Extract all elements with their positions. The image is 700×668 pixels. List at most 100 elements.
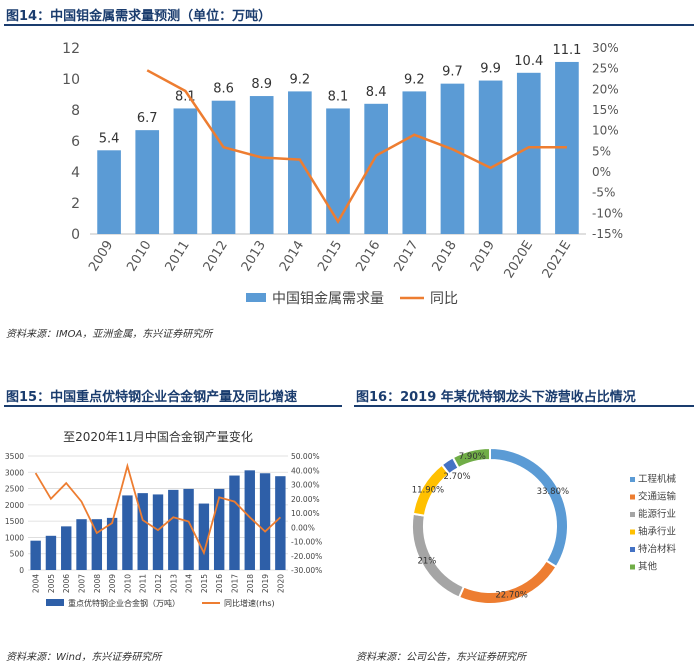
bar-data-label: 9.7 [442,65,463,80]
y-right-tick-label: 50.00% [291,452,320,461]
legend-label: 工程机械 [638,473,677,485]
bar [173,108,198,234]
slice-data-label: 21% [417,557,436,567]
bar [30,540,41,570]
slice-data-label: 7.90% [459,452,486,462]
x-tick-label: 2018 [246,574,255,593]
y-right-tick-label: 10% [592,124,619,138]
bar [135,130,160,234]
fig14-source: 资料来源：IMOA，亚洲金属，东兴证券研究所 [6,329,213,340]
bar [76,519,87,570]
bar [137,493,148,570]
bar-data-label: 11.1 [552,43,581,58]
bar [168,489,179,570]
legend-label-line: 同比增速(rhs) [224,598,275,608]
x-tick-label: 2007 [78,574,87,593]
bar [91,519,103,570]
bar [213,488,225,570]
bar-data-label: 9.9 [480,62,501,77]
bar [555,61,579,235]
legend-swatch-bar [46,599,64,606]
y-left-tick-label: 0 [19,566,24,575]
bar [259,473,271,570]
y-left-tick-label: 1500 [5,517,24,526]
x-tick-label: 2012 [154,574,163,593]
y-right-tick-label: 0% [592,165,611,179]
y-right-tick-label: -15% [592,227,623,241]
fig16-source: 资料来源：公司公告，东兴证券研究所 [356,652,526,663]
donut-slice [451,446,491,470]
bar [122,495,133,570]
y-right-tick-label: 10.00% [291,509,320,518]
bar-data-label: 9.2 [290,72,311,87]
y-left-tick-label: 1000 [5,533,24,542]
legend-label-bar: 中国钼金属需求量 [272,291,384,307]
bar [244,470,255,570]
fig16-title-rule [354,405,694,407]
bar [229,475,240,570]
bar [275,476,286,570]
bar [198,503,210,570]
bar [183,488,194,570]
x-tick-label: 2019 [261,574,270,593]
y-right-tick-label: -5% [592,186,615,200]
y-right-tick-label: 20% [592,82,619,96]
legend-label: 能源行业 [638,508,676,520]
bar-data-label: 8.4 [366,85,387,100]
y-right-tick-label: 5% [592,144,611,158]
legend-label: 轴承行业 [638,526,676,538]
y-left-tick-label: 0 [71,227,80,243]
y-left-tick-label: 10 [62,72,80,88]
y-left-tick-label: 4 [71,165,80,181]
slice-data-label: 33.80% [537,487,569,497]
x-tick-label: 2004 [32,574,41,593]
fig15-title-rule [4,405,342,407]
y-left-tick-label: 500 [10,550,25,559]
x-tick-label: 2020 [276,574,285,593]
bar [440,83,465,235]
legend-label: 交通运输 [638,491,677,503]
bar [402,91,427,235]
legend-swatch [630,564,635,570]
bar [516,72,541,234]
bar [97,150,121,234]
donut-slice [489,446,569,569]
y-right-tick-label: 0.00% [291,523,315,532]
line-series-yoy [34,462,282,556]
legend-swatch [630,494,635,500]
y-right-tick-label: -30.00% [291,566,322,575]
legend-label: 特冶材料 [638,543,677,555]
bar [61,526,72,570]
y-left-tick-label: 3500 [5,452,24,461]
x-tick-label: 2006 [62,574,71,593]
bar [478,80,503,234]
fig15-source: 资料来源：Wind，东兴证券研究所 [6,652,162,663]
bar-data-label: 9.2 [404,72,425,87]
bar-data-label: 5.4 [99,131,120,146]
bar [249,96,274,234]
y-right-tick-label: -10.00% [291,538,322,547]
bar-data-label: 8.1 [328,89,349,104]
y-right-tick-label: -20.00% [291,552,322,561]
fig14-chart: 0 2 4 6 8 10 12 -15% -10% -5% 0% 5% 10% 15% 20% 25% 30% 5… [62,41,623,307]
legend-swatch [630,547,635,552]
y-right-tick-label: 25% [592,62,619,76]
x-tick-label: 2015 [200,574,209,593]
bar [152,494,164,570]
legend-label: 其他 [638,561,658,573]
bar [288,91,312,235]
x-tick-label: 2016 [215,574,224,593]
fig14-title: 图14：中国钼金属需求量预测（单位：万吨） [6,9,272,24]
y-left-tick-label: 6 [71,134,80,150]
legend-label-line: 同比 [430,291,458,307]
y-left-tick-label: 2000 [5,501,24,510]
y-right-tick-label: 15% [592,103,619,117]
y-right-tick-label: 20.00% [291,495,320,504]
y-right-tick-label: -10% [592,206,623,220]
x-tick-label: 2017 [230,574,239,593]
x-tick-label: 2013 [169,574,178,593]
chart-title: 至2020年11月中国合金钢产量变化 [63,429,253,444]
y-right-tick-label: 40.00% [291,466,320,475]
